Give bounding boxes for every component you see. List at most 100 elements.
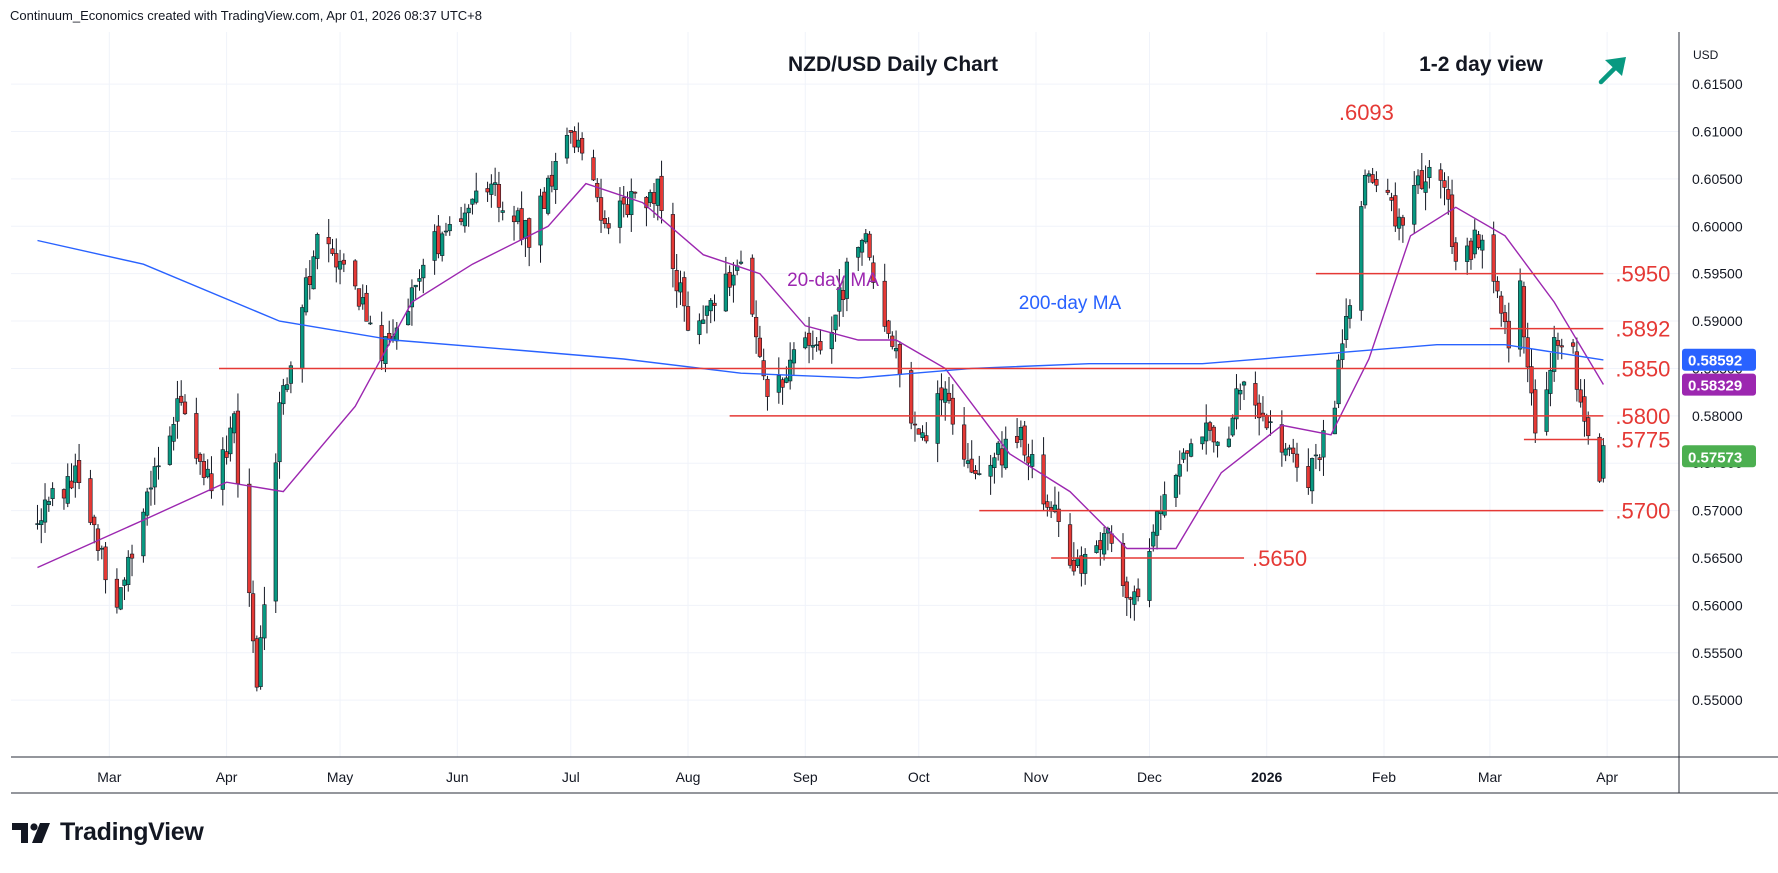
candle [818, 329, 823, 355]
candle-body [837, 287, 842, 312]
candle [330, 238, 335, 256]
currency-label: USD [1693, 48, 1719, 62]
candle [829, 316, 834, 364]
candle [1419, 152, 1424, 190]
candle [1098, 532, 1103, 566]
candle [920, 425, 925, 441]
candle [871, 255, 876, 289]
candle-body [235, 410, 241, 484]
candle [806, 316, 812, 364]
candle-body [912, 423, 918, 426]
candle [1468, 237, 1474, 270]
candle-body [999, 448, 1005, 466]
candle [1132, 585, 1137, 621]
candle [247, 468, 252, 607]
candle [803, 331, 808, 350]
footer: TradingView [12, 818, 204, 847]
candle-body [1400, 217, 1405, 226]
candle [632, 191, 638, 199]
candle [1336, 354, 1341, 409]
candle [939, 373, 944, 417]
candle-body [1154, 511, 1160, 536]
candle-body [1582, 396, 1587, 422]
candle [727, 265, 732, 297]
candle [1257, 394, 1262, 436]
candle-body [704, 305, 710, 316]
price-labels: 0.58592 0.58329 0.57573 [1682, 348, 1756, 468]
candle [334, 238, 339, 283]
candle [788, 342, 793, 390]
candle-body [440, 233, 445, 256]
candle-body [1257, 402, 1262, 419]
candle-body [1344, 315, 1349, 340]
candle [1101, 526, 1107, 561]
candle [572, 126, 577, 154]
candle [1136, 578, 1141, 602]
candle-body [712, 302, 717, 306]
candle [924, 422, 929, 444]
candle-body [969, 458, 974, 473]
candle [659, 160, 664, 224]
candle-body [897, 344, 902, 375]
candle [1491, 221, 1496, 294]
candle [1204, 404, 1209, 455]
x-tick-label: Oct [908, 769, 930, 785]
candle-body [515, 210, 520, 222]
candle [1094, 540, 1099, 554]
candle [1287, 444, 1292, 457]
candle [1582, 379, 1587, 437]
candle [564, 127, 570, 164]
candle-body [992, 457, 997, 468]
candle-body [893, 348, 899, 352]
candle-body [1018, 426, 1023, 440]
candle-body [466, 207, 471, 214]
candle-body [1415, 175, 1421, 186]
candle [678, 270, 683, 305]
candle-body [1188, 443, 1194, 457]
candle-body [708, 300, 713, 312]
candle [916, 428, 921, 435]
candle [685, 291, 691, 332]
candle [440, 231, 445, 262]
candle-body [1181, 452, 1186, 460]
candle-body [1601, 445, 1606, 479]
candle [1601, 438, 1606, 483]
candle-body [946, 392, 952, 401]
candle-body [909, 370, 914, 424]
candle [1525, 322, 1530, 383]
candle [1313, 443, 1318, 470]
candle-body [1597, 436, 1602, 482]
ma200-label: 200-day MA [1019, 293, 1122, 314]
candle-body [334, 253, 339, 268]
candle-body [788, 359, 793, 382]
candle [1552, 325, 1557, 382]
candle-body [549, 174, 554, 187]
candle [341, 253, 346, 273]
candle-body [1083, 553, 1088, 574]
candle-body [1423, 181, 1428, 193]
candle [897, 341, 902, 388]
candle [867, 231, 872, 261]
y-tick-label: 0.55000 [1692, 692, 1743, 708]
candle-body [462, 212, 467, 227]
candle-body [924, 435, 929, 442]
candle [738, 250, 744, 265]
candle-body [1529, 366, 1534, 394]
candle [1415, 169, 1421, 195]
candle [413, 284, 418, 300]
candle-body [538, 195, 543, 246]
candle [307, 260, 312, 300]
candle [1449, 179, 1455, 255]
candle-body [179, 395, 184, 403]
candle [765, 375, 770, 411]
price-tag: 0.58329 [1682, 373, 1756, 396]
candle [1310, 457, 1315, 504]
candle [1574, 337, 1579, 402]
candle [1268, 410, 1273, 436]
candle [228, 416, 233, 462]
candle-body [285, 384, 290, 390]
candle [1151, 524, 1156, 552]
candle [485, 181, 490, 202]
candle [893, 330, 899, 359]
